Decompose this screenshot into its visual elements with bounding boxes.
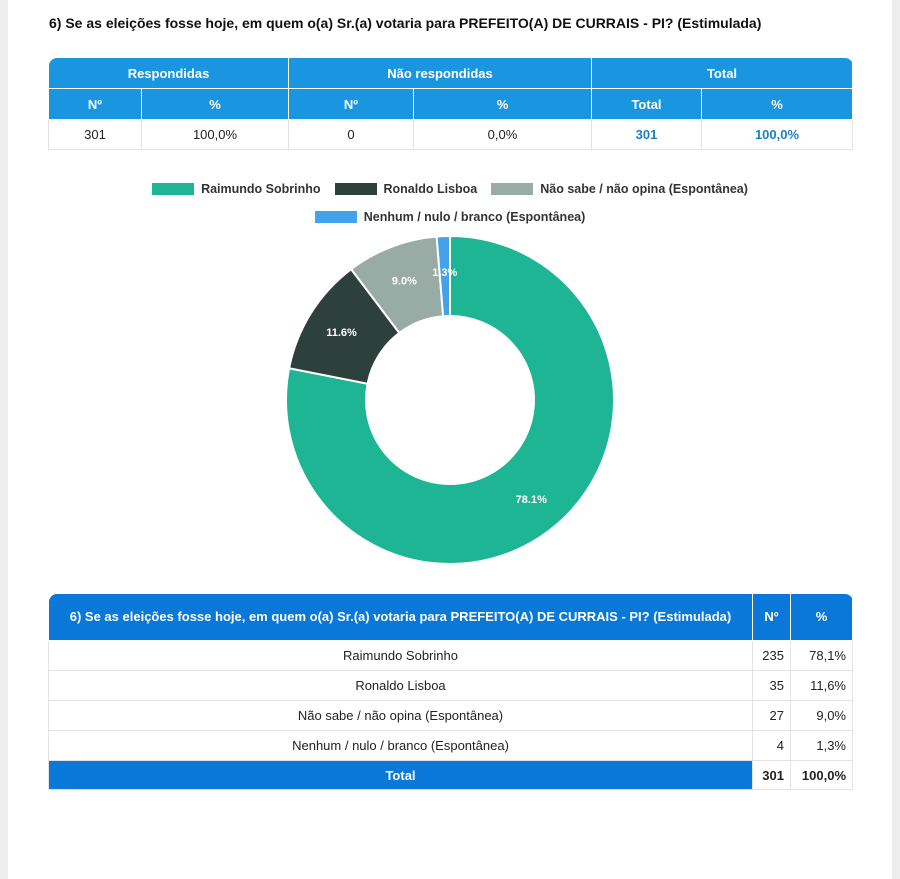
summary-subheader: Nº <box>48 88 142 120</box>
slice-label: 11.6% <box>326 327 357 339</box>
legend-swatch <box>334 183 377 195</box>
summary-subheader: % <box>701 88 853 120</box>
legend-item[interactable]: Raimundo Sobrinho <box>152 182 321 196</box>
donut-slice[interactable] <box>285 234 615 565</box>
question-title: 6) Se as eleições fosse hoje, em quem o(… <box>49 15 762 31</box>
slice-label: 9.0% <box>392 275 417 287</box>
total-label: Total <box>48 760 753 790</box>
results-header-row: 6) Se as eleições fosse hoje, em quem o(… <box>48 593 853 641</box>
row-label: Ronaldo Lisboa <box>48 670 753 701</box>
summary-subheader: % <box>141 88 289 120</box>
row-count: 4 <box>752 730 791 761</box>
summary-group-row: Respondidas Não respondidas Total <box>48 57 853 89</box>
row-label: Raimundo Sobrinho <box>48 640 753 671</box>
summary-group-header: Não respondidas <box>288 57 592 89</box>
summary-cell: 0 <box>288 119 414 150</box>
slice-label: 78.1% <box>516 494 547 506</box>
table-row: Não sabe / não opina (Espontânea) 27 9,0… <box>48 700 853 731</box>
row-count: 27 <box>752 700 791 731</box>
summary-cell: 100,0% <box>701 119 853 150</box>
summary-cell: 100,0% <box>141 119 289 150</box>
total-percent: 100,0% <box>790 760 853 790</box>
legend-label: Nenhum / nulo / branco (Espontânea) <box>363 210 586 224</box>
summary-value-row: 301 100,0% 0 0,0% 301 100,0% <box>48 119 853 150</box>
legend-item[interactable]: Ronaldo Lisboa <box>334 182 478 196</box>
chart-legend: Raimundo Sobrinho Ronaldo Lisboa Não sab… <box>48 182 852 224</box>
legend-item[interactable]: Não sabe / não opina (Espontânea) <box>491 182 748 196</box>
slice-label: 1.3% <box>432 267 457 279</box>
results-col-pct: % <box>790 593 853 641</box>
results-col-n: Nº <box>752 593 791 641</box>
legend-swatch <box>314 211 357 223</box>
table-row: Ronaldo Lisboa 35 11,6% <box>48 670 853 701</box>
results-title: 6) Se as eleições fosse hoje, em quem o(… <box>48 593 753 641</box>
summary-subheader: % <box>413 88 592 120</box>
summary-subheader-row: Nº % Nº % Total % <box>48 88 853 120</box>
legend-label: Raimundo Sobrinho <box>201 182 321 196</box>
summary-group-header: Respondidas <box>48 57 289 89</box>
summary-table: Respondidas Não respondidas Total Nº % N… <box>48 57 853 150</box>
results-table: 6) Se as eleições fosse hoje, em quem o(… <box>48 593 853 790</box>
row-percent: 1,3% <box>790 730 853 761</box>
row-percent: 9,0% <box>790 700 853 731</box>
table-row: Nenhum / nulo / branco (Espontânea) 4 1,… <box>48 730 853 761</box>
row-label: Nenhum / nulo / branco (Espontânea) <box>48 730 753 761</box>
total-row: Total 301 100,0% <box>48 760 853 790</box>
summary-subheader: Nº <box>288 88 414 120</box>
summary-cell: 301 <box>591 119 702 150</box>
legend-swatch <box>491 183 534 195</box>
summary-cell: 0,0% <box>413 119 592 150</box>
row-count: 235 <box>752 640 791 671</box>
row-percent: 11,6% <box>790 670 853 701</box>
row-label: Não sabe / não opina (Espontânea) <box>48 700 753 731</box>
summary-subheader: Total <box>591 88 702 120</box>
legend-item[interactable]: Nenhum / nulo / branco (Espontânea) <box>314 210 586 224</box>
legend-swatch <box>152 183 195 195</box>
table-row: Raimundo Sobrinho 235 78,1% <box>48 640 853 671</box>
summary-group-header: Total <box>591 57 853 89</box>
legend-label: Não sabe / não opina (Espontânea) <box>540 182 748 196</box>
total-count: 301 <box>752 760 791 790</box>
row-count: 35 <box>752 670 791 701</box>
legend-label: Ronaldo Lisboa <box>383 182 478 196</box>
summary-cell: 301 <box>48 119 142 150</box>
donut-chart: 78.1% 11.6% 9.0% 1.3% <box>285 234 615 565</box>
donut-slice[interactable] <box>435 234 451 318</box>
row-percent: 78,1% <box>790 640 853 671</box>
